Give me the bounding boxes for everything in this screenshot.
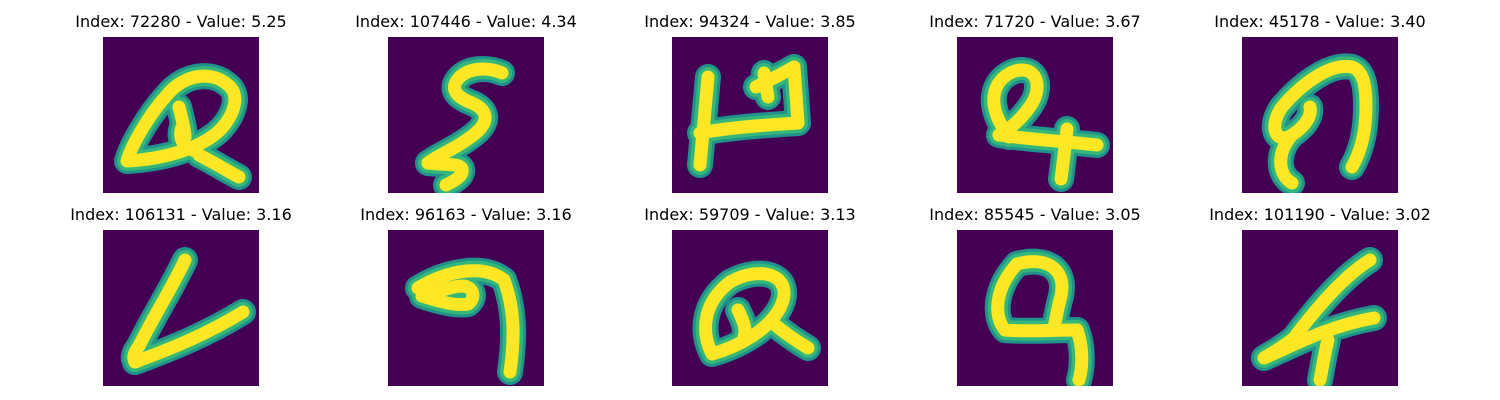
stroke-core	[992, 128, 1104, 152]
glyph-script-Q-loop	[103, 37, 259, 193]
digit-image	[957, 37, 1113, 193]
stroke-core	[1287, 253, 1377, 345]
stroke-core	[699, 267, 791, 361]
glyph-script-Q-tail	[957, 37, 1113, 193]
stroke-core	[757, 66, 775, 104]
glyph-cursive-f	[1242, 230, 1398, 386]
stroke-core	[1345, 60, 1373, 174]
stroke-core	[1010, 255, 1069, 337]
panel-title: Index: 45178 - Value: 3.40	[1214, 12, 1426, 31]
glyph-round-Q	[672, 230, 828, 386]
stroke-core	[767, 317, 815, 355]
stroke-core	[731, 303, 752, 349]
digit-image	[388, 230, 544, 386]
stroke-core	[415, 279, 480, 311]
digit-image	[1242, 37, 1398, 193]
glyph-hook-9	[388, 230, 544, 386]
stroke-core	[128, 305, 250, 369]
stroke-core	[991, 257, 1084, 338]
panel-title: Index: 59709 - Value: 3.13	[644, 205, 856, 224]
panel-title: Index: 106131 - Value: 3.16	[70, 205, 292, 224]
panel-title: Index: 72280 - Value: 5.25	[75, 12, 287, 31]
digit-image	[672, 230, 828, 386]
digit-image	[957, 230, 1113, 386]
stroke-core	[132, 253, 192, 353]
stroke-core	[787, 60, 805, 130]
stroke-core	[1268, 59, 1359, 145]
stroke-core	[1257, 311, 1381, 365]
stroke-core	[693, 116, 805, 140]
digit-image	[103, 37, 259, 193]
panel-title: Index: 107446 - Value: 4.34	[355, 12, 577, 31]
stroke-core	[1313, 333, 1335, 386]
digit-image	[388, 37, 544, 193]
digit-image	[1242, 230, 1398, 386]
stroke-core	[120, 69, 242, 168]
stroke-core	[411, 264, 511, 295]
glyph-check-L	[103, 230, 259, 386]
digit-image	[672, 37, 828, 193]
panel-title: Index: 101190 - Value: 3.02	[1209, 205, 1431, 224]
stroke-core	[421, 156, 469, 192]
digit-image	[103, 230, 259, 386]
panel-title: Index: 85545 - Value: 3.05	[929, 205, 1141, 224]
stroke-core	[1070, 323, 1089, 386]
panel-title: Index: 96163 - Value: 3.16	[360, 205, 572, 224]
panel-title: Index: 71720 - Value: 3.67	[929, 12, 1141, 31]
panel-title: Index: 94324 - Value: 3.85	[644, 12, 856, 31]
stroke-core	[693, 70, 715, 172]
stroke-core	[749, 60, 801, 94]
glyph-script-S	[388, 37, 544, 193]
stroke-core	[174, 118, 202, 158]
glyph-block-H	[672, 37, 828, 193]
glyph-arch-a	[1242, 37, 1398, 193]
stroke-core	[1274, 128, 1299, 190]
stroke-core	[1054, 122, 1074, 186]
stroke-core	[987, 63, 1044, 144]
stroke-core	[192, 148, 246, 184]
glyph-open-Q	[957, 230, 1113, 386]
stroke-core	[421, 62, 509, 170]
stroke-core	[497, 273, 520, 379]
